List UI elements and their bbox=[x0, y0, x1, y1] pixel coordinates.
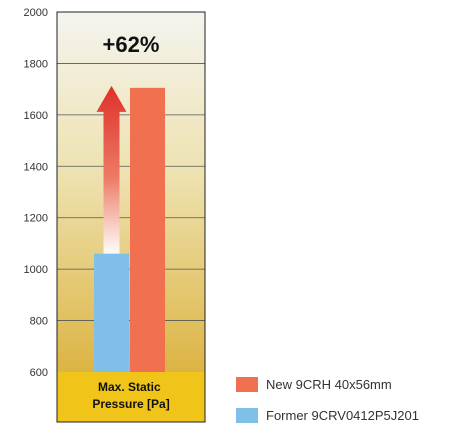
bar-new bbox=[130, 87, 165, 372]
legend-swatch-former bbox=[236, 407, 258, 423]
category-box bbox=[57, 372, 205, 422]
bar-former bbox=[94, 253, 129, 372]
svg-text:Max. Static Pressure [Pa]: Max. Static Pressure [Pa] bbox=[92, 380, 169, 411]
legend-label-former: Former 9CRV0412P5J201 bbox=[266, 407, 419, 423]
legend-item-former: Former 9CRV0412P5J201 bbox=[236, 406, 456, 424]
increase-annotation: +62% bbox=[103, 32, 160, 57]
x-category-label-line2: Pressure [Pa] bbox=[92, 397, 169, 411]
y-tick-label: 1600 bbox=[24, 110, 48, 122]
y-tick-label: 2000 bbox=[24, 7, 48, 19]
y-tick-label: 1200 bbox=[24, 213, 48, 225]
legend-swatch-new bbox=[236, 376, 258, 392]
legend-item-new: New 9CRH 40x56mm bbox=[236, 375, 456, 393]
chart-frame bbox=[56, 11, 206, 423]
legend: New 9CRH 40x56mm Former 9CRV0412P5J201 bbox=[236, 375, 456, 437]
bars bbox=[94, 87, 165, 372]
chart: 600 800 1000 1200 1400 1600 1800 2000 +62% Max.… bbox=[24, 7, 206, 423]
x-category-label-line1: Max. Static bbox=[98, 380, 161, 394]
increase-arrow bbox=[96, 85, 127, 254]
y-tick-label: 600 bbox=[30, 367, 48, 379]
y-tick-label: 1800 bbox=[24, 58, 48, 70]
y-tick-label: 1000 bbox=[24, 264, 48, 276]
y-axis-ticks: 600 800 1000 1200 1400 1600 1800 2000 bbox=[24, 7, 48, 379]
y-tick-label: 800 bbox=[30, 316, 48, 328]
y-tick-label: 1400 bbox=[24, 161, 48, 173]
legend-label-new: New 9CRH 40x56mm bbox=[266, 376, 392, 392]
arrow-shape bbox=[96, 85, 127, 254]
